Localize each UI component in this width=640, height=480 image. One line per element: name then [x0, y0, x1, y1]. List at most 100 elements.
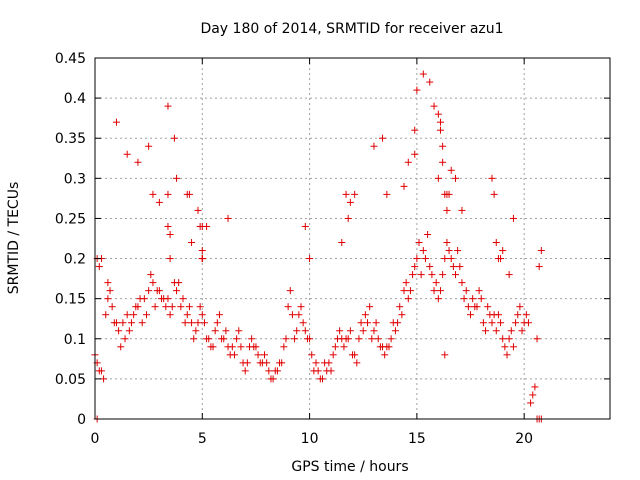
data-point	[190, 335, 198, 343]
data-point	[441, 255, 449, 263]
data-point	[383, 190, 391, 198]
data-point	[211, 327, 219, 335]
data-point	[370, 142, 378, 150]
data-point	[280, 343, 288, 351]
data-point	[379, 134, 387, 142]
data-point	[456, 263, 464, 271]
data-point	[351, 190, 359, 198]
data-point	[295, 311, 303, 319]
data-point	[140, 295, 148, 303]
y-tick-label: 0.45	[55, 51, 86, 67]
data-point	[434, 110, 442, 118]
data-point	[424, 230, 432, 238]
data-point	[112, 118, 120, 126]
data-point	[181, 319, 189, 327]
data-point	[166, 311, 174, 319]
data-point	[361, 311, 369, 319]
data-point	[173, 287, 181, 295]
data-point	[252, 343, 260, 351]
x-tick-label: 15	[408, 431, 426, 447]
data-point	[417, 271, 425, 279]
data-point	[458, 206, 466, 214]
data-point	[338, 239, 346, 247]
data-point	[353, 359, 361, 367]
data-point	[224, 214, 232, 222]
data-point	[342, 190, 350, 198]
data-point	[428, 271, 436, 279]
data-point	[462, 287, 470, 295]
data-point	[164, 190, 172, 198]
data-point	[340, 343, 348, 351]
data-point	[464, 303, 472, 311]
x-axis-label: GPS time / hours	[291, 459, 408, 475]
data-point	[263, 359, 271, 367]
data-point	[306, 335, 314, 343]
data-point	[203, 222, 211, 230]
data-point	[282, 335, 290, 343]
data-point	[312, 359, 320, 367]
data-point	[516, 303, 524, 311]
data-point	[123, 311, 131, 319]
data-point	[458, 279, 466, 287]
data-point	[314, 367, 322, 375]
data-point	[535, 263, 543, 271]
data-point	[460, 295, 468, 303]
data-point	[492, 239, 500, 247]
data-point	[198, 255, 206, 263]
data-point	[505, 271, 513, 279]
data-point	[123, 150, 131, 158]
data-point	[443, 206, 451, 214]
data-point	[104, 279, 112, 287]
data-point	[164, 295, 172, 303]
data-point	[164, 102, 172, 110]
data-point	[454, 247, 462, 255]
data-point	[278, 359, 286, 367]
data-point	[125, 327, 133, 335]
data-point	[357, 319, 365, 327]
data-point	[143, 311, 150, 319]
data-point	[241, 367, 249, 375]
data-point	[102, 311, 110, 319]
data-point	[149, 190, 157, 198]
data-point	[488, 319, 496, 327]
data-point	[359, 327, 367, 335]
data-point	[329, 351, 337, 359]
data-point	[452, 271, 459, 279]
y-tick-label: 0.1	[64, 332, 86, 348]
data-point	[503, 351, 511, 359]
data-point	[430, 102, 438, 110]
data-point	[209, 343, 217, 351]
data-point	[419, 247, 427, 255]
y-tick-label: 0.2	[64, 252, 86, 268]
data-point	[228, 343, 236, 351]
data-point	[325, 359, 333, 367]
data-point	[344, 214, 352, 222]
data-point	[499, 335, 507, 343]
data-point	[175, 279, 183, 287]
data-point	[194, 319, 202, 327]
data-point	[127, 319, 135, 327]
data-point	[170, 134, 178, 142]
data-point	[501, 343, 509, 351]
data-point	[194, 206, 202, 214]
data-point	[524, 319, 532, 327]
data-point	[533, 335, 541, 343]
data-point	[473, 303, 481, 311]
data-point	[366, 303, 374, 311]
data-point	[469, 295, 477, 303]
data-point	[269, 375, 277, 383]
x-tick-label: 10	[301, 431, 319, 447]
data-point	[400, 182, 408, 190]
data-point	[497, 319, 505, 327]
gridlines	[95, 58, 610, 419]
data-point	[490, 190, 498, 198]
data-point	[419, 70, 427, 78]
data-point	[409, 271, 417, 279]
data-point	[327, 367, 335, 375]
data-point	[183, 190, 191, 198]
data-point	[95, 263, 103, 271]
data-point	[108, 303, 116, 311]
chart-title: Day 180 of 2014, SRMTID for receiver azu…	[200, 21, 503, 37]
data-point	[467, 311, 475, 319]
data-point	[512, 319, 520, 327]
